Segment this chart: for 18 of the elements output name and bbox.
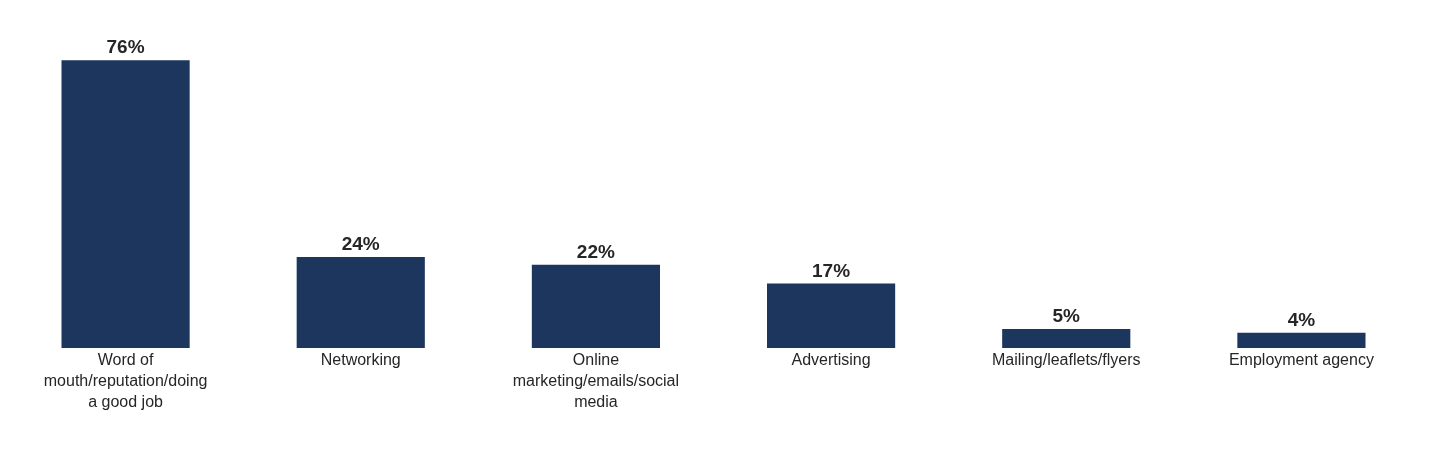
data-label: 17% — [812, 259, 851, 281]
data-label: 4% — [1287, 308, 1316, 330]
x-tick-label: Employment agency — [1228, 351, 1374, 368]
x-tick-label: Networking — [320, 351, 401, 368]
bar — [531, 264, 660, 348]
bar — [296, 257, 425, 348]
data-label: 24% — [341, 233, 380, 255]
x-tick-label: Mailing/leaflets/flyers — [992, 351, 1141, 368]
bar — [1237, 332, 1366, 348]
bar — [1002, 329, 1131, 348]
data-label: 5% — [1052, 305, 1081, 327]
bar — [767, 283, 896, 348]
x-tick-label: Online marketing/emails/social media — [512, 351, 680, 410]
bar — [61, 60, 190, 348]
x-tick-label: Advertising — [791, 351, 871, 368]
data-label: 76% — [106, 36, 145, 58]
data-label: 22% — [576, 240, 615, 262]
x-tick-label: Word of mouth/reputation/doing a good job — [43, 351, 208, 410]
